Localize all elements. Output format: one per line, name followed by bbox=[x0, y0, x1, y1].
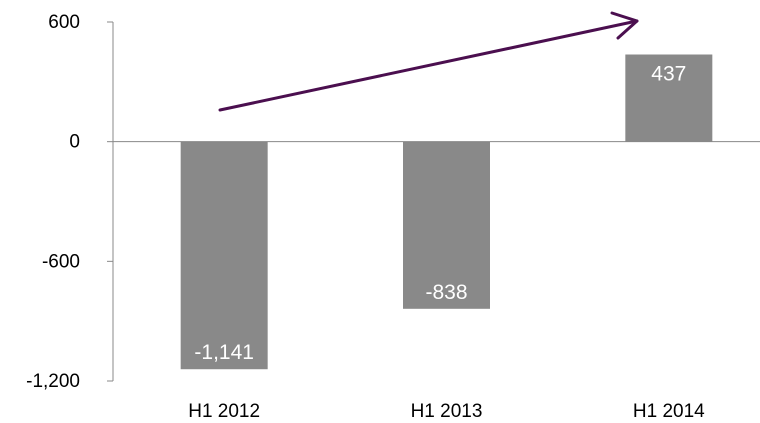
y-tick-label: -1,200 bbox=[26, 371, 80, 392]
bar-data-label: -838 bbox=[425, 281, 467, 304]
x-tick-label: H1 2014 bbox=[633, 401, 705, 422]
x-tick-label: H1 2012 bbox=[188, 401, 260, 422]
y-tick-label: 600 bbox=[48, 12, 80, 33]
trend-arrow-shaft bbox=[218, 19, 639, 112]
y-tick-label: -600 bbox=[42, 251, 80, 272]
data-labels: -1,141 -838 437 bbox=[194, 63, 686, 365]
y-axis-group: 600 0 -600 -1,200 bbox=[26, 12, 114, 392]
bars bbox=[180, 54, 713, 370]
y-tick-label: 0 bbox=[69, 132, 80, 153]
y-ticks: 600 0 -600 -1,200 bbox=[26, 12, 113, 392]
x-axis-labels: H1 2012 H1 2013 H1 2014 bbox=[188, 401, 705, 422]
trend-arrow-head bbox=[610, 11, 639, 40]
bar bbox=[625, 54, 713, 142]
bar-data-label: -1,141 bbox=[194, 341, 254, 364]
bar bbox=[403, 141, 490, 309]
x-tick-label: H1 2013 bbox=[411, 401, 483, 422]
bar-data-label: 437 bbox=[651, 63, 686, 86]
bar bbox=[180, 141, 268, 370]
trend-arrow bbox=[218, 11, 639, 112]
